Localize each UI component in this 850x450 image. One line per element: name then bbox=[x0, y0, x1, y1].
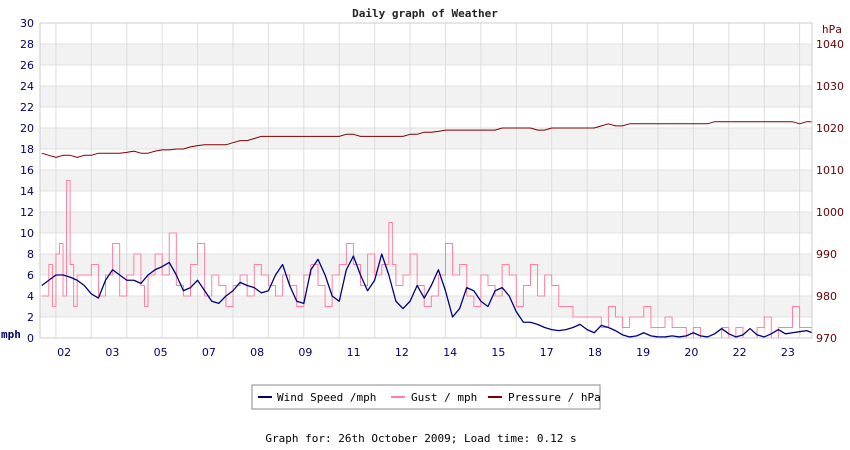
left-tick-label: 30 bbox=[20, 17, 34, 30]
series-line-pressure bbox=[41, 121, 812, 158]
x-tick-label: 20 bbox=[684, 346, 698, 359]
x-tick-label: 05 bbox=[154, 346, 168, 359]
right-tick-label: 1000 bbox=[816, 206, 844, 219]
right-axis: 970 980 990 1000 1010 1020 1030 1040 bbox=[816, 38, 844, 345]
x-tick-label: 09 bbox=[298, 346, 312, 359]
x-tick-label: 19 bbox=[636, 346, 650, 359]
left-tick-label: 24 bbox=[20, 80, 34, 93]
right-tick-label: 970 bbox=[816, 332, 837, 345]
plot-frame bbox=[39, 22, 813, 339]
legend-pressure-label: Pressure / hPa bbox=[508, 391, 601, 404]
right-tick-label: 1040 bbox=[816, 38, 844, 51]
left-tick-label: 12 bbox=[20, 206, 34, 219]
left-tick-label: 0 bbox=[27, 332, 34, 345]
grid-band bbox=[40, 170, 812, 191]
legend-wind-label: Wind Speed /mph bbox=[277, 391, 376, 404]
series-line-wind bbox=[41, 253, 813, 338]
left-tick-label: 2 bbox=[27, 311, 34, 324]
left-tick-label: 6 bbox=[27, 269, 34, 282]
footer-text: Graph for: 26th October 2009; Load time:… bbox=[265, 432, 576, 445]
grid-band bbox=[40, 86, 812, 107]
x-tick-label: 08 bbox=[250, 346, 264, 359]
x-tick-label: 17 bbox=[540, 346, 554, 359]
legend: Wind Speed /mph Gust / mph Pressure / hP… bbox=[251, 384, 601, 410]
right-tick-label: 1010 bbox=[816, 164, 844, 177]
x-tick-label: 14 bbox=[443, 346, 457, 359]
x-tick-label: 22 bbox=[733, 346, 747, 359]
left-tick-label: 8 bbox=[27, 248, 34, 261]
left-tick-label: 20 bbox=[20, 122, 34, 135]
left-axis-unit-label: mph bbox=[1, 328, 21, 341]
series-layer bbox=[41, 121, 813, 339]
legend-box bbox=[251, 384, 601, 410]
legend-gust-label: Gust / mph bbox=[411, 391, 477, 404]
grid-band bbox=[40, 44, 812, 65]
left-tick-label: 28 bbox=[20, 38, 34, 51]
x-tick-label: 15 bbox=[491, 346, 505, 359]
right-tick-label: 1020 bbox=[816, 122, 844, 135]
left-tick-label: 14 bbox=[20, 185, 34, 198]
series-line-gust bbox=[41, 180, 812, 339]
x-tick-label: 18 bbox=[588, 346, 602, 359]
left-tick-label: 26 bbox=[20, 59, 34, 72]
x-axis: 02 03 05 07 08 09 11 12 14 15 17 18 19 20 22 23 bbox=[57, 346, 795, 359]
left-tick-label: 4 bbox=[27, 290, 34, 303]
x-tick-label: 12 bbox=[395, 346, 409, 359]
grid-band bbox=[40, 254, 812, 275]
left-tick-label: 22 bbox=[20, 101, 34, 114]
left-tick-label: 18 bbox=[20, 143, 34, 156]
left-tick-label: 16 bbox=[20, 164, 34, 177]
left-tick-label: 10 bbox=[20, 227, 34, 240]
right-axis-unit-label: hPa bbox=[822, 23, 842, 36]
x-tick-label: 11 bbox=[347, 346, 361, 359]
x-tick-label: 03 bbox=[105, 346, 119, 359]
grid-bands bbox=[40, 44, 812, 317]
right-tick-label: 990 bbox=[816, 248, 837, 261]
grid-band bbox=[40, 128, 812, 149]
right-tick-label: 980 bbox=[816, 290, 837, 303]
right-tick-label: 1030 bbox=[816, 80, 844, 93]
chart-title: Daily graph of Weather bbox=[352, 7, 498, 20]
x-tick-label: 07 bbox=[202, 346, 216, 359]
x-tick-label: 02 bbox=[57, 346, 71, 359]
grid-band bbox=[40, 212, 812, 233]
x-tick-label: 23 bbox=[781, 346, 795, 359]
